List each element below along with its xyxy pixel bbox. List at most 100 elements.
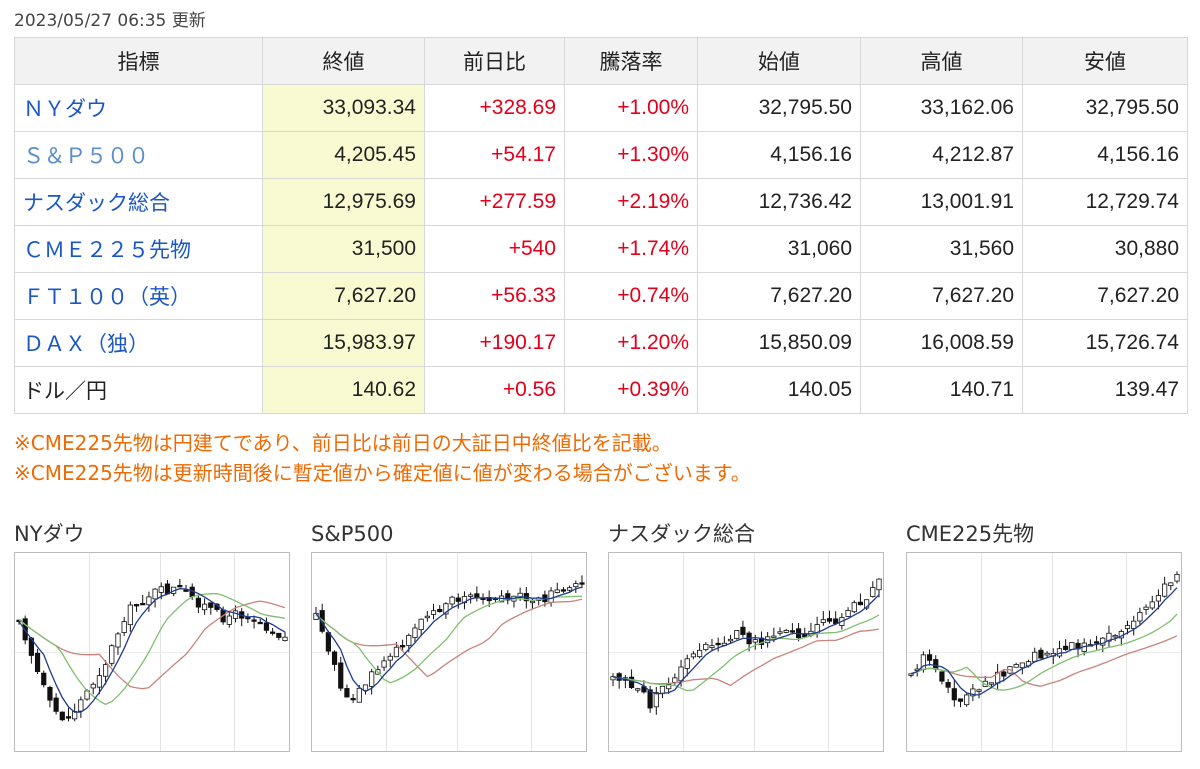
moving-average-line bbox=[315, 595, 583, 684]
candle-body bbox=[752, 639, 758, 643]
chart-card-nydow[interactable]: NYダウ bbox=[14, 520, 290, 752]
indicator-name-cell[interactable]: ＣＭＥ２２５先物 bbox=[14, 225, 263, 273]
header-change: 前日比 bbox=[424, 37, 565, 85]
change-rate-cell: +0.74% bbox=[564, 272, 698, 320]
candle-body bbox=[338, 662, 344, 689]
open-cell: 12,736.42 bbox=[697, 178, 861, 226]
candle-body bbox=[103, 664, 109, 677]
indicator-link[interactable]: Ｓ＆Ｐ５００ bbox=[23, 145, 149, 168]
change-rate-cell: +1.20% bbox=[564, 319, 698, 367]
low-cell: 12,729.74 bbox=[1022, 178, 1188, 226]
open-cell: 7,627.20 bbox=[697, 272, 861, 320]
change-rate-cell: +0.39% bbox=[564, 366, 698, 414]
candle-body bbox=[697, 649, 703, 658]
low-cell: 4,156.16 bbox=[1022, 131, 1188, 179]
candle-body bbox=[1162, 583, 1168, 597]
change-cell: +190.17 bbox=[424, 319, 565, 367]
note-line: ※CME225先物は更新時間後に暫定値から確定値に値が変わる場合がございます。 bbox=[14, 461, 751, 485]
candle-body bbox=[1112, 634, 1118, 638]
candle-body bbox=[690, 653, 697, 658]
indicator-name-cell[interactable]: Ｓ＆Ｐ５００ bbox=[14, 131, 263, 179]
candle-body bbox=[47, 686, 53, 701]
candle-body bbox=[870, 587, 876, 597]
candle-body bbox=[437, 608, 443, 613]
candle-body bbox=[1038, 649, 1044, 659]
chart-title[interactable]: ナスダック総合 bbox=[608, 522, 755, 546]
table-row: ドル／円 140.62 +0.56 +0.39% 140.05 140.71 139.47 bbox=[14, 366, 1188, 414]
candle-body bbox=[926, 654, 933, 661]
header-open: 始値 bbox=[697, 37, 861, 85]
chart-title[interactable]: CME225先物 bbox=[906, 522, 1035, 546]
change-rate-cell: +1.74% bbox=[564, 225, 698, 273]
candle-body bbox=[1013, 664, 1019, 668]
indicator-name-cell[interactable]: ＦＴ１００（英） bbox=[14, 272, 263, 320]
header-change-rate: 騰落率 bbox=[564, 37, 698, 85]
chart-card-sp500[interactable]: S&P500 bbox=[311, 520, 587, 752]
candle-body bbox=[647, 689, 653, 709]
candle-body bbox=[325, 632, 331, 652]
candlestick-chart-svg bbox=[907, 553, 1181, 751]
last-updated-timestamp: 2023/05/27 06:35 更新 bbox=[14, 11, 206, 31]
table-header-row: 指標 終値 前日比 騰落率 始値 高値 安値 bbox=[14, 37, 1188, 85]
chart-card-nasdaq[interactable]: ナスダック総合 bbox=[608, 520, 884, 752]
candle-body bbox=[350, 697, 356, 701]
indicator-link[interactable]: ＦＴ１００（英） bbox=[23, 286, 191, 309]
change-cell: +540 bbox=[424, 225, 565, 273]
close-cell: 7,627.20 bbox=[262, 272, 425, 320]
candlestick-chart-thumbnail[interactable] bbox=[311, 552, 587, 752]
candle-body bbox=[387, 655, 393, 661]
candlestick-chart-thumbnail[interactable] bbox=[14, 552, 290, 752]
candle-body bbox=[1137, 612, 1143, 622]
chart-title[interactable]: NYダウ bbox=[14, 522, 85, 546]
candle-body bbox=[319, 610, 325, 632]
candle-body bbox=[517, 592, 523, 598]
candle-body bbox=[789, 630, 795, 633]
candle-body bbox=[567, 587, 573, 591]
header-close: 終値 bbox=[262, 37, 425, 85]
candle-body bbox=[945, 682, 951, 688]
candle-body bbox=[908, 673, 914, 676]
candle-body bbox=[734, 630, 740, 639]
candle-body bbox=[276, 632, 282, 638]
indicator-link[interactable]: ナスダック総合 bbox=[23, 192, 170, 215]
indicator-name-cell[interactable]: ＤＡＸ（独） bbox=[14, 319, 263, 367]
moving-average-line bbox=[910, 613, 1178, 691]
candle-body bbox=[703, 643, 709, 651]
candlestick-chart-thumbnail[interactable] bbox=[608, 552, 884, 752]
candle-body bbox=[282, 636, 288, 641]
indicator-label: ドル／円 bbox=[23, 380, 107, 403]
candle-body bbox=[195, 597, 201, 608]
moving-average-line bbox=[910, 635, 1178, 687]
candlestick-chart-svg bbox=[609, 553, 883, 751]
candle-body bbox=[970, 688, 976, 697]
candle-body bbox=[659, 685, 666, 694]
indicator-name-cell[interactable]: ナスダック総合 bbox=[14, 178, 263, 226]
candle-body bbox=[845, 610, 851, 617]
high-cell: 31,560 bbox=[860, 225, 1023, 273]
indicator-link[interactable]: ＤＡＸ（独） bbox=[23, 333, 149, 356]
candle-body bbox=[851, 602, 857, 613]
indicator-link[interactable]: ＮＹダウ bbox=[23, 98, 107, 121]
candle-body bbox=[560, 589, 567, 592]
candle-body bbox=[344, 688, 350, 698]
candle-body bbox=[121, 621, 127, 633]
candle-body bbox=[771, 635, 777, 638]
chart-card-cme225[interactable]: CME225先物 bbox=[906, 520, 1182, 752]
change-cell: +0.56 bbox=[424, 366, 565, 414]
candle-body bbox=[976, 689, 982, 692]
candle-body bbox=[263, 622, 270, 631]
indicator-name-cell[interactable]: ＮＹダウ bbox=[14, 84, 263, 132]
candle-body bbox=[876, 578, 882, 591]
candlestick-chart-thumbnail[interactable] bbox=[906, 552, 1182, 752]
chart-title[interactable]: S&P500 bbox=[311, 522, 394, 546]
moving-average-line bbox=[612, 614, 880, 692]
change-rate-cell: +2.19% bbox=[564, 178, 698, 226]
candle-body bbox=[400, 645, 406, 648]
candle-body bbox=[140, 602, 146, 606]
candle-body bbox=[653, 692, 659, 708]
indicator-link[interactable]: ＣＭＥ２２５先物 bbox=[23, 239, 191, 262]
note-line: ※CME225先物は円建てであり、前日比は前日の大証日中終値比を記載。 bbox=[14, 431, 672, 455]
candle-body bbox=[684, 658, 690, 669]
candle-body bbox=[115, 633, 121, 648]
candle-body bbox=[964, 694, 970, 706]
